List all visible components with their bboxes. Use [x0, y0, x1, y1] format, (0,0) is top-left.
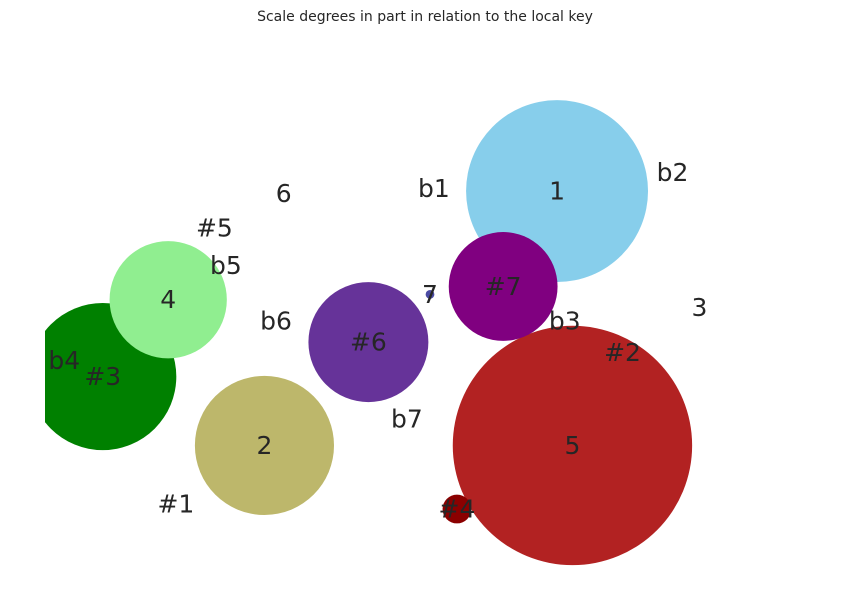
bubble-label-2: 2 [256, 431, 272, 460]
bubble-label-#2: #2 [604, 338, 641, 367]
bubble-label-b5: b5 [210, 251, 242, 280]
bubble-label-b6: b6 [260, 306, 292, 335]
bubble-label-1: 1 [549, 177, 565, 206]
chart-title: Scale degrees in part in relation to the… [257, 9, 593, 25]
bubble-label-#4: #4 [439, 495, 476, 524]
bubble-label-b4: b4 [48, 346, 80, 375]
bubble-#4 [442, 494, 472, 524]
bubble-label-b3: b3 [549, 306, 581, 335]
bubble-label-4: 4 [160, 285, 176, 314]
bubble-label-b7: b7 [391, 404, 423, 433]
bubble-label-6: 6 [276, 179, 292, 208]
bubble-label-#5: #5 [196, 214, 233, 243]
bubble-label-#1: #1 [157, 489, 194, 518]
bubble-5 [452, 325, 693, 566]
bubble-2 [194, 375, 335, 516]
bubble-#7 [448, 232, 558, 341]
bubble-label-#7: #7 [485, 272, 522, 301]
bubble-4 [109, 241, 227, 359]
label-layer: 1 b2 b1 6 #5 b5 4 b6 7 #7 b3 3 #6 b4#3 #2 b7 2 5 #1 #4 [48, 158, 707, 524]
bubble-label-b1: b1 [418, 174, 450, 203]
bubble-label-5: 5 [564, 431, 580, 460]
bubble-label-b2: b2 [657, 158, 689, 187]
bubble-7 [425, 290, 435, 299]
bubble-layer [45, 100, 693, 566]
bubble-label-7: 7 [422, 280, 438, 309]
bubble-label-#3: #3 [84, 362, 121, 391]
bubble-#6 [308, 282, 429, 403]
bubble-label-#6: #6 [350, 328, 387, 357]
bubble-label-3: 3 [692, 293, 708, 322]
